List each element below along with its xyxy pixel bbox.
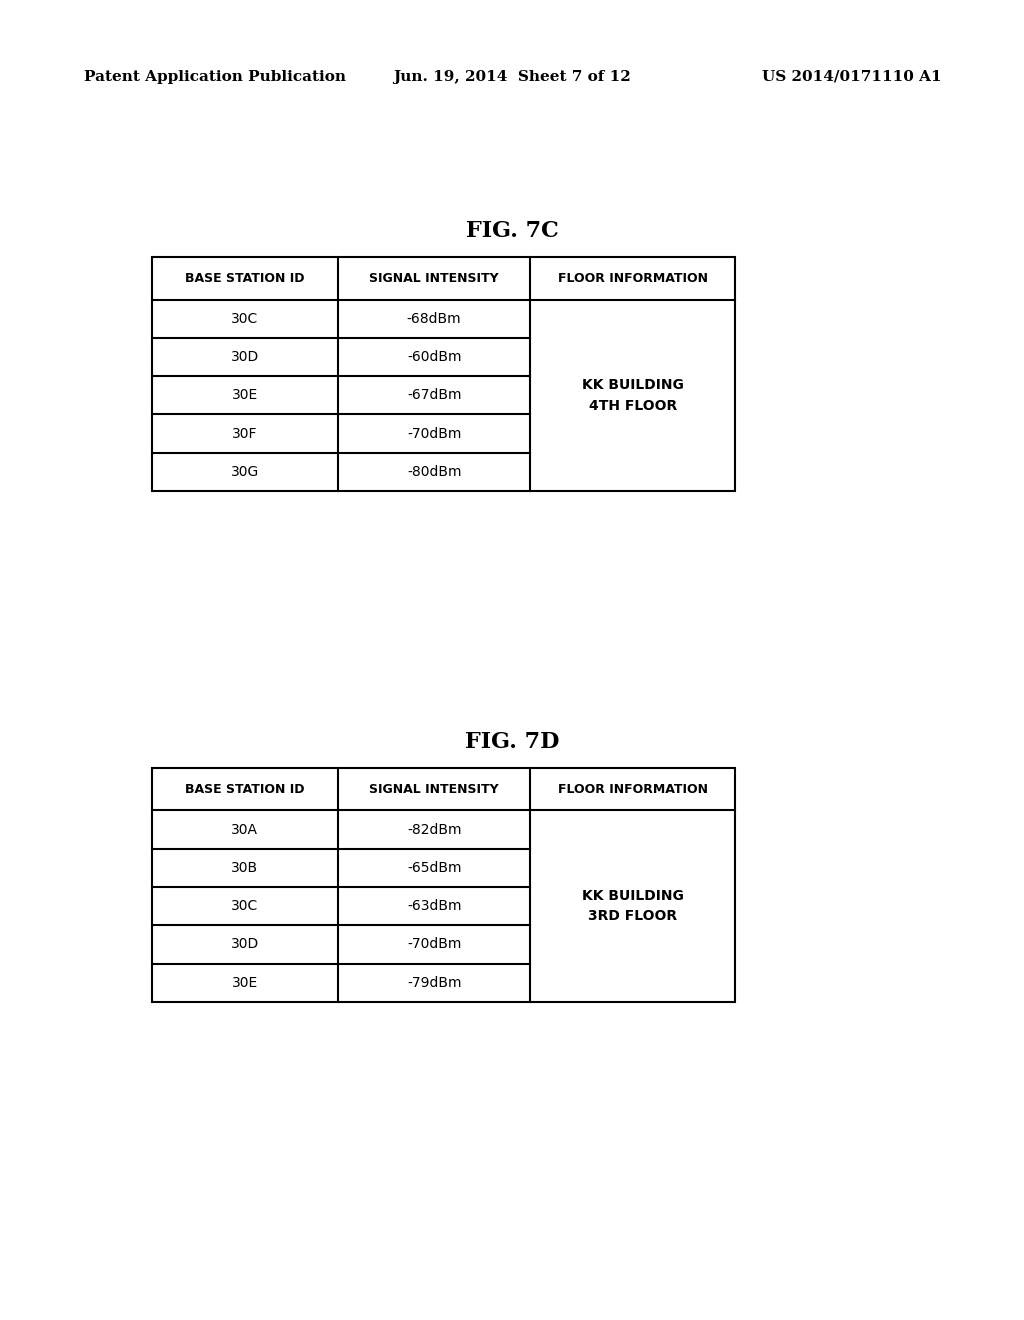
- Text: BASE STATION ID: BASE STATION ID: [185, 783, 304, 796]
- Text: -63dBm: -63dBm: [407, 899, 462, 913]
- Text: -80dBm: -80dBm: [407, 465, 462, 479]
- Text: 30B: 30B: [231, 861, 258, 875]
- Bar: [152, 768, 735, 1002]
- Text: SIGNAL INTENSITY: SIGNAL INTENSITY: [370, 272, 499, 285]
- Text: -60dBm: -60dBm: [407, 350, 462, 364]
- Text: Jun. 19, 2014  Sheet 7 of 12: Jun. 19, 2014 Sheet 7 of 12: [393, 70, 631, 83]
- Text: 30G: 30G: [230, 465, 259, 479]
- Text: 30C: 30C: [231, 899, 258, 913]
- Text: FLOOR INFORMATION: FLOOR INFORMATION: [558, 272, 708, 285]
- Text: -67dBm: -67dBm: [407, 388, 462, 403]
- Text: BASE STATION ID: BASE STATION ID: [185, 272, 304, 285]
- Text: -79dBm: -79dBm: [407, 975, 462, 990]
- Bar: [152, 257, 735, 491]
- Text: -70dBm: -70dBm: [407, 426, 462, 441]
- Text: 30E: 30E: [231, 975, 258, 990]
- Text: US 2014/0171110 A1: US 2014/0171110 A1: [763, 70, 942, 83]
- Text: FIG. 7D: FIG. 7D: [465, 731, 559, 752]
- Text: KK BUILDING
3RD FLOOR: KK BUILDING 3RD FLOOR: [582, 888, 684, 924]
- Text: 30D: 30D: [230, 350, 259, 364]
- Text: -65dBm: -65dBm: [407, 861, 462, 875]
- Text: FLOOR INFORMATION: FLOOR INFORMATION: [558, 783, 708, 796]
- Text: 30D: 30D: [230, 937, 259, 952]
- Text: -68dBm: -68dBm: [407, 312, 462, 326]
- Text: Patent Application Publication: Patent Application Publication: [84, 70, 346, 83]
- Text: FIG. 7C: FIG. 7C: [466, 220, 558, 242]
- Text: -70dBm: -70dBm: [407, 937, 462, 952]
- Text: KK BUILDING
4TH FLOOR: KK BUILDING 4TH FLOOR: [582, 378, 684, 413]
- Text: 30C: 30C: [231, 312, 258, 326]
- Text: 30E: 30E: [231, 388, 258, 403]
- Text: -82dBm: -82dBm: [407, 822, 462, 837]
- Text: 30F: 30F: [232, 426, 257, 441]
- Text: SIGNAL INTENSITY: SIGNAL INTENSITY: [370, 783, 499, 796]
- Text: 30A: 30A: [231, 822, 258, 837]
